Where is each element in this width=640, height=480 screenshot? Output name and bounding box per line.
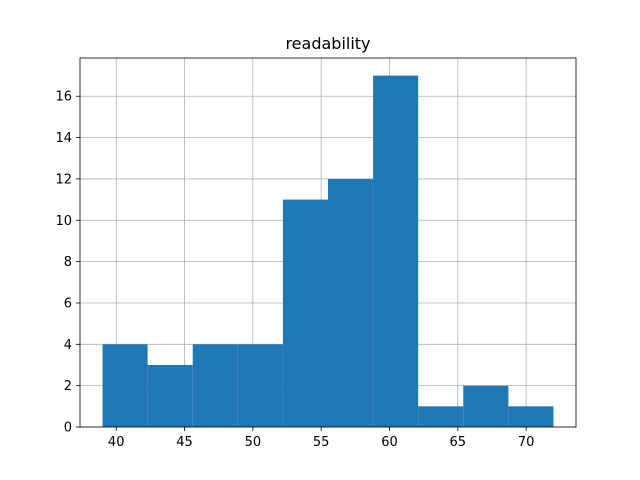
histogram-bar — [463, 385, 509, 427]
x-tick-label: 45 — [176, 435, 193, 450]
x-tick-label: 55 — [313, 435, 330, 450]
chart-title: readability — [285, 34, 370, 53]
y-tick-label: 10 — [55, 214, 72, 229]
x-axis: 40 45 50 55 60 65 70 — [108, 427, 534, 450]
histogram-bar — [282, 199, 328, 427]
y-tick-label: 14 — [55, 131, 72, 146]
x-tick-label: 40 — [108, 435, 125, 450]
y-tick-label: 8 — [64, 255, 72, 270]
x-tick-label: 65 — [450, 435, 467, 450]
y-tick-label: 12 — [55, 172, 72, 187]
y-tick-label: 4 — [64, 338, 72, 353]
histogram-bar — [373, 75, 419, 428]
y-tick-label: 2 — [64, 379, 72, 394]
histogram-bar — [237, 344, 283, 427]
y-tick-label: 0 — [64, 421, 72, 436]
histogram-bar — [192, 344, 238, 427]
y-axis: 0 2 4 6 8 10 12 14 16 — [55, 90, 80, 436]
histogram-bar — [508, 406, 554, 427]
plot-frame — [79, 57, 577, 428]
histogram-bar — [418, 406, 464, 427]
x-tick-label: 70 — [518, 435, 535, 450]
x-tick-label: 60 — [381, 435, 398, 450]
x-tick-label: 50 — [245, 435, 262, 450]
bars — [102, 75, 554, 428]
histogram-bar — [328, 178, 374, 427]
y-tick-label: 6 — [64, 296, 72, 311]
histogram-bar — [102, 344, 148, 427]
histogram-bar — [147, 364, 193, 427]
y-tick-label: 16 — [55, 90, 72, 105]
